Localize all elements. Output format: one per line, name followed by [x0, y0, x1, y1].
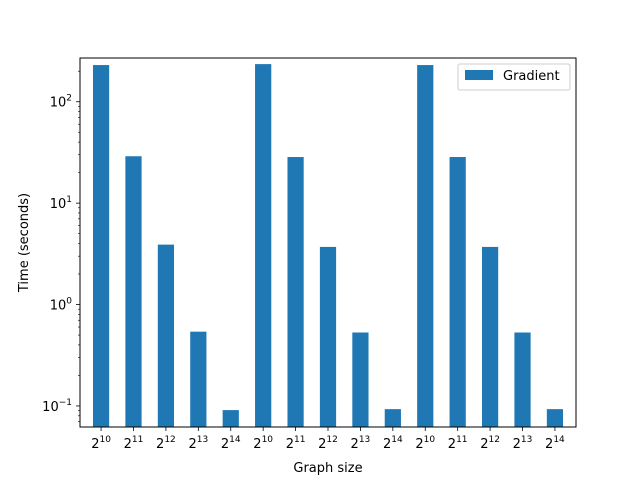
bar	[287, 157, 304, 427]
bar	[125, 156, 142, 428]
bar	[255, 64, 272, 428]
x-tick-label: 214	[221, 435, 241, 452]
y-tick-label: 10−1	[42, 398, 72, 415]
bar	[514, 332, 531, 427]
legend-label: Gradient	[503, 69, 560, 84]
y-tick-label: 102	[50, 94, 72, 111]
x-tick-label: 213	[351, 435, 371, 452]
bar	[92, 65, 110, 427]
x-tick-label: 214	[383, 435, 403, 452]
bar	[352, 332, 369, 427]
x-tick-label: 212	[318, 435, 338, 452]
bar	[157, 244, 175, 427]
x-tick-label: 211	[124, 435, 144, 452]
bar	[190, 331, 207, 427]
bar	[449, 157, 466, 427]
x-tick-label: 210	[415, 435, 435, 452]
x-tick-label: 210	[253, 435, 273, 452]
x-tick-label: 210	[91, 435, 111, 452]
bar	[319, 246, 337, 427]
x-tick-label: 212	[156, 435, 176, 452]
bar	[481, 246, 499, 427]
y-axis-label: Time (seconds)	[17, 193, 32, 293]
x-tick-label: 211	[286, 435, 306, 452]
x-axis-label: Graph size	[293, 461, 362, 476]
x-tick-label: 214	[545, 435, 565, 452]
plot-frame	[79, 57, 577, 428]
x-tick-label: 213	[188, 435, 208, 452]
bar	[417, 65, 434, 427]
x-axis-ticks: 210 211 212 213 214 210 211 212 213 214 210 211 212 2…	[91, 427, 565, 452]
bar-group	[92, 64, 564, 428]
bar	[222, 410, 239, 427]
y-axis-ticks: 10−1 100 101 102	[42, 70, 80, 422]
legend-swatch	[465, 70, 493, 80]
y-tick-label: 101	[50, 195, 72, 212]
bar	[384, 409, 401, 427]
x-tick-label: 211	[448, 435, 468, 452]
bar	[546, 409, 564, 427]
x-tick-label: 212	[480, 435, 500, 452]
y-tick-label: 100	[50, 297, 73, 314]
x-tick-label: 213	[513, 435, 533, 452]
legend: Gradient	[457, 63, 571, 91]
